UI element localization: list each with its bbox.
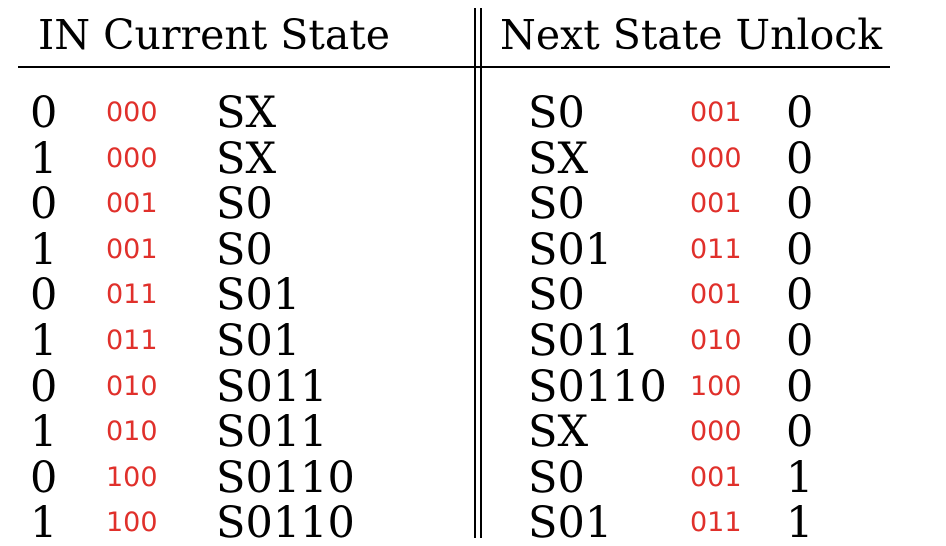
column-divider-left: [474, 8, 476, 538]
unlock-value: 0: [786, 88, 814, 138]
in-value: 0: [30, 270, 58, 321]
next-code: 001: [690, 461, 742, 493]
current-state: S0110: [216, 498, 355, 546]
next-code: 000: [690, 416, 742, 448]
next-state: S0: [528, 88, 585, 138]
unlock-value: 0: [786, 224, 814, 275]
in-value: 0: [30, 88, 58, 138]
next-code: 000: [690, 142, 742, 174]
next-state: S01: [528, 498, 613, 546]
current-state: SX: [216, 88, 277, 138]
next-state: S011: [528, 316, 640, 366]
current-code: 010: [106, 416, 158, 448]
header-divider: [18, 66, 890, 68]
next-state: SX: [528, 133, 589, 184]
current-state: S011: [216, 407, 328, 458]
table-row: 0 001 S0 S0 001 0: [0, 181, 946, 227]
in-value: 1: [30, 133, 58, 184]
current-code: 011: [106, 279, 158, 311]
current-code: 000: [106, 97, 158, 128]
table-row: 1 000 SX SX 000 0: [0, 136, 946, 182]
unlock-value: 1: [786, 498, 814, 546]
current-state: SX: [216, 133, 277, 184]
next-state: S0: [528, 452, 585, 503]
in-value: 0: [30, 361, 58, 412]
current-state: S0110: [216, 452, 355, 503]
in-value: 0: [30, 452, 58, 503]
next-code: 011: [690, 233, 742, 265]
current-code: 001: [106, 188, 158, 220]
table-row: 1 010 S011 SX 000 0: [0, 409, 946, 455]
next-state: S0: [528, 270, 585, 321]
current-state: S01: [216, 270, 301, 321]
current-code: 010: [106, 370, 158, 402]
unlock-value: 0: [786, 179, 814, 230]
current-state: S01: [216, 316, 301, 366]
next-state: SX: [528, 407, 589, 458]
next-code: 001: [690, 188, 742, 220]
current-state: S0: [216, 224, 273, 275]
table-row: 0 011 S01 S0 001 0: [0, 272, 946, 318]
current-state: S011: [216, 361, 328, 412]
in-value: 1: [30, 407, 58, 458]
current-code: 011: [106, 325, 158, 356]
next-state: S0110: [528, 361, 667, 412]
in-value: 0: [30, 179, 58, 230]
table-row: 1 100 S0110 S01 011 1: [0, 500, 946, 546]
header-right: Next State Unlock: [500, 11, 883, 59]
next-code: 001: [690, 97, 742, 128]
next-code: 010: [690, 325, 742, 356]
unlock-value: 0: [786, 270, 814, 321]
next-code: 001: [690, 279, 742, 311]
next-code: 100: [690, 370, 742, 402]
in-value: 1: [30, 316, 58, 366]
current-code: 000: [106, 142, 158, 174]
unlock-value: 0: [786, 133, 814, 184]
table-row: 1 011 S01 S011 010 0: [0, 318, 946, 364]
unlock-value: 0: [786, 407, 814, 458]
table-row: 1 001 S0 S01 011 0: [0, 227, 946, 273]
current-state: S0: [216, 179, 273, 230]
next-state: S0: [528, 179, 585, 230]
table-row: 0 010 S011 S0110 100 0: [0, 364, 946, 410]
table-row: 0 100 S0110 S0 001 1: [0, 455, 946, 501]
unlock-value: 0: [786, 316, 814, 366]
column-divider-right: [480, 8, 482, 538]
table-row: 0 000 SX S0 001 0: [0, 90, 946, 136]
in-value: 1: [30, 224, 58, 275]
current-code: 100: [106, 461, 158, 493]
current-code: 001: [106, 233, 158, 265]
next-code: 011: [690, 507, 742, 539]
in-value: 1: [30, 498, 58, 546]
current-code: 100: [106, 507, 158, 539]
unlock-value: 1: [786, 452, 814, 503]
next-state: S01: [528, 224, 613, 275]
unlock-value: 0: [786, 361, 814, 412]
header-left: IN Current State: [38, 11, 391, 59]
